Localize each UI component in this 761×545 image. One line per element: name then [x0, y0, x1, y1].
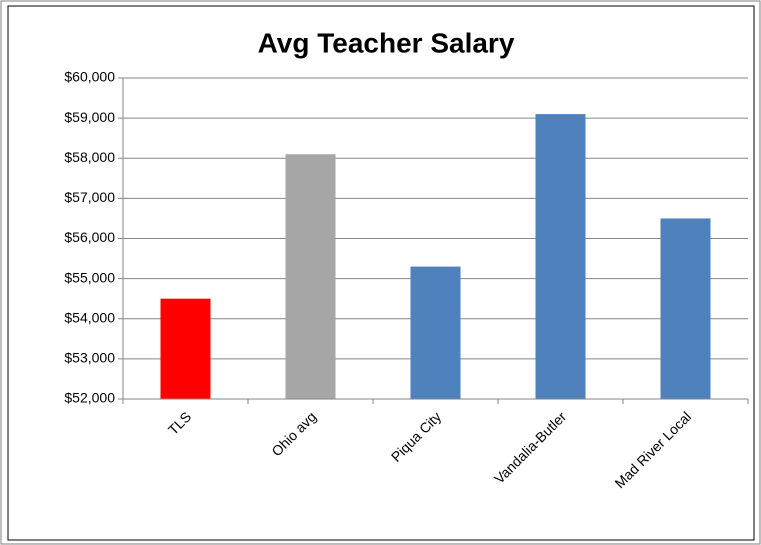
- bar: [410, 266, 461, 399]
- y-tick-label: $58,000: [64, 149, 115, 165]
- y-tick-label: $60,000: [64, 69, 115, 85]
- y-tick-label: $55,000: [64, 269, 115, 285]
- y-tick-label: $54,000: [64, 309, 115, 325]
- y-tick-label: $53,000: [64, 350, 115, 366]
- y-tick-label: $56,000: [64, 229, 115, 245]
- bar: [160, 298, 211, 399]
- chart-title: Avg Teacher Salary: [258, 27, 515, 58]
- bar: [285, 154, 336, 399]
- bar: [535, 114, 586, 400]
- y-tick-label: $57,000: [64, 189, 115, 205]
- y-tick-label: $59,000: [64, 109, 115, 125]
- bar: [660, 218, 711, 399]
- y-tick-label: $52,000: [64, 390, 115, 406]
- chart-frame: [7, 5, 755, 541]
